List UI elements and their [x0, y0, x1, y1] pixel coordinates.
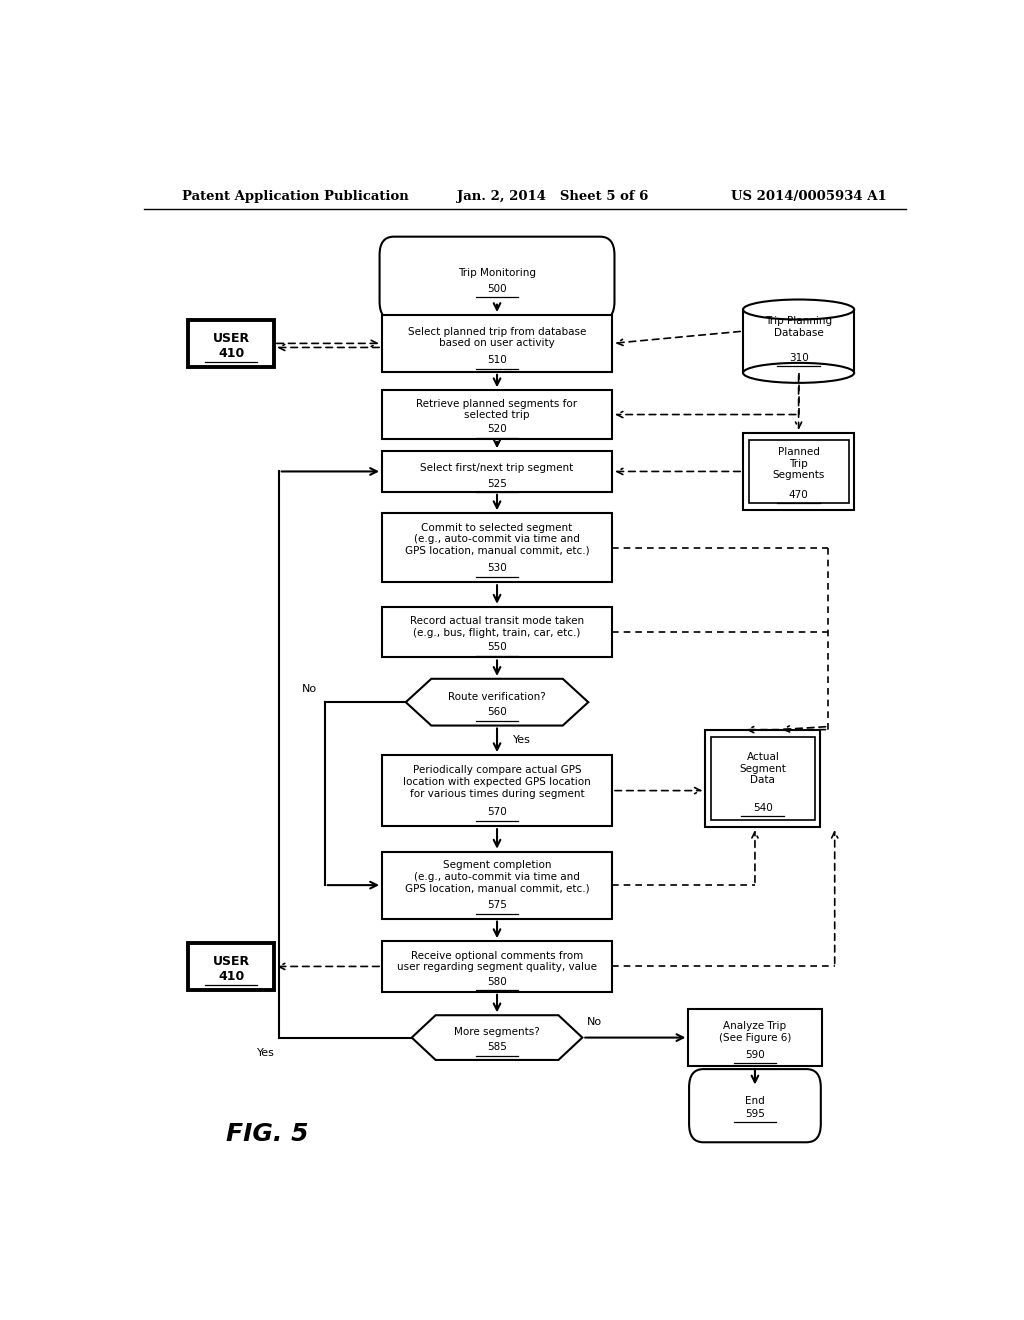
Text: Jan. 2, 2014   Sheet 5 of 6: Jan. 2, 2014 Sheet 5 of 6	[458, 190, 649, 202]
Text: USER: USER	[213, 333, 250, 346]
Text: No: No	[587, 1018, 602, 1027]
Text: 530: 530	[487, 564, 507, 573]
Text: No: No	[302, 684, 316, 694]
Text: 575: 575	[487, 900, 507, 911]
Bar	[382, 513, 612, 582]
Text: Periodically compare actual GPS
location with expected GPS location
for various : Periodically compare actual GPS location…	[403, 766, 591, 799]
Bar	[188, 319, 274, 367]
Text: 570: 570	[487, 807, 507, 817]
Ellipse shape	[743, 300, 854, 319]
Text: 470: 470	[788, 490, 809, 500]
Text: Segment completion
(e.g., auto-commit via time and
GPS location, manual commit, : Segment completion (e.g., auto-commit vi…	[404, 861, 590, 894]
Bar	[749, 440, 849, 503]
Text: Receive optional comments from
user regarding segment quality, value: Receive optional comments from user rega…	[397, 950, 597, 972]
Text: Actual
Segment
Data: Actual Segment Data	[739, 752, 786, 785]
Text: Analyze Trip
(See Figure 6): Analyze Trip (See Figure 6)	[719, 1022, 792, 1043]
Text: More segments?: More segments?	[455, 1027, 540, 1038]
Bar	[382, 851, 612, 919]
Text: 550: 550	[487, 643, 507, 652]
Text: Patent Application Publication: Patent Application Publication	[182, 190, 409, 202]
Text: 500: 500	[487, 284, 507, 293]
FancyBboxPatch shape	[380, 236, 614, 319]
Text: Route verification?: Route verification?	[449, 692, 546, 701]
Text: 510: 510	[487, 355, 507, 366]
Text: 585: 585	[487, 1043, 507, 1052]
Bar	[382, 391, 612, 440]
Text: End: End	[745, 1097, 765, 1106]
Text: 595: 595	[745, 1109, 765, 1119]
Text: USER: USER	[213, 956, 250, 969]
Bar	[688, 1008, 821, 1067]
Bar	[382, 315, 612, 372]
Text: Trip Planning
Database: Trip Planning Database	[765, 317, 833, 338]
Bar	[743, 309, 854, 372]
FancyBboxPatch shape	[689, 1069, 821, 1142]
Text: 525: 525	[487, 479, 507, 488]
Text: 520: 520	[487, 424, 507, 434]
Bar	[743, 433, 854, 510]
Bar	[382, 941, 612, 991]
Text: 590: 590	[745, 1049, 765, 1060]
Text: 540: 540	[753, 803, 773, 813]
Text: FIG. 5: FIG. 5	[225, 1122, 308, 1146]
Text: Trip Monitoring: Trip Monitoring	[458, 268, 536, 277]
Text: Select planned trip from database
based on user activity: Select planned trip from database based …	[408, 327, 586, 348]
Bar	[382, 451, 612, 492]
Text: Select first/next trip segment: Select first/next trip segment	[421, 463, 573, 473]
Text: 310: 310	[788, 352, 809, 363]
Polygon shape	[412, 1015, 583, 1060]
Text: 580: 580	[487, 977, 507, 986]
Text: 560: 560	[487, 708, 507, 718]
Text: Yes: Yes	[257, 1048, 274, 1057]
Polygon shape	[406, 678, 588, 726]
Text: Record actual transit mode taken
(e.g., bus, flight, train, car, etc.): Record actual transit mode taken (e.g., …	[410, 616, 584, 638]
Text: Retrieve planned segments for
selected trip: Retrieve planned segments for selected t…	[417, 399, 578, 421]
Text: Yes: Yes	[513, 735, 530, 746]
Bar	[382, 755, 612, 826]
Text: Planned
Trip
Segments: Planned Trip Segments	[772, 447, 824, 480]
Text: 410: 410	[218, 347, 245, 360]
Text: Commit to selected segment
(e.g., auto-commit via time and
GPS location, manual : Commit to selected segment (e.g., auto-c…	[404, 523, 590, 556]
Bar	[711, 737, 815, 820]
Bar	[382, 607, 612, 657]
Text: 410: 410	[218, 970, 245, 983]
Ellipse shape	[743, 363, 854, 383]
Bar	[706, 730, 820, 828]
Text: US 2014/0005934 A1: US 2014/0005934 A1	[731, 190, 887, 202]
Bar	[188, 942, 274, 990]
